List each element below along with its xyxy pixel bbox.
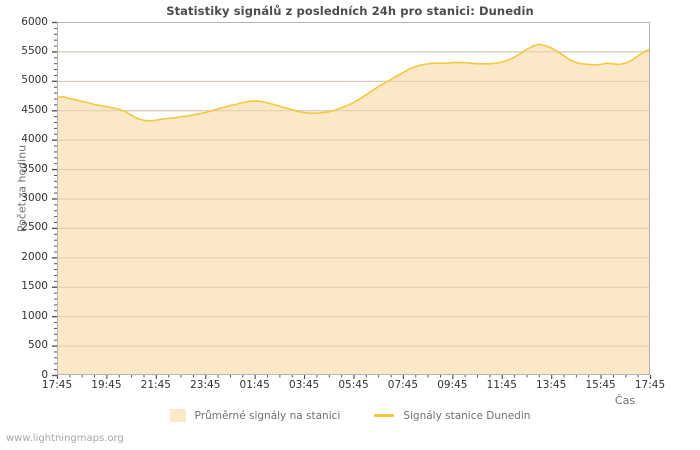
legend-label: Signály stanice Dunedin <box>403 409 531 422</box>
y-tick-label: 2500 <box>21 221 48 234</box>
y-tick-label: 1000 <box>21 309 48 322</box>
x-tick-label: 03:45 <box>288 379 320 391</box>
legend-item[interactable]: Signály stanice Dunedin <box>374 410 530 422</box>
legend-swatch-line-icon <box>374 414 395 417</box>
plot-frame <box>57 22 650 375</box>
y-tick-label: 5500 <box>21 44 48 57</box>
legend-item[interactable]: Průměrné signály na stanici <box>169 409 341 422</box>
x-tick-label: 21:45 <box>140 379 171 391</box>
x-tick-label: 13:45 <box>536 379 567 391</box>
y-tick-label: 0 <box>41 368 48 381</box>
line-series-dunedin <box>56 43 651 122</box>
x-tick-label: 01:45 <box>239 379 270 391</box>
chart-title: Statistiky signálů z posledních 24h pro … <box>166 4 534 18</box>
area-series-average <box>57 44 650 376</box>
x-tick-label: 05:45 <box>338 379 369 391</box>
y-tick-label: 3000 <box>21 192 48 204</box>
y-tick-label: 2000 <box>21 250 48 263</box>
x-tick-label: 23:45 <box>190 379 221 391</box>
x-tick-label: 09:45 <box>437 379 468 391</box>
x-tick-label: 15:45 <box>585 379 616 391</box>
y-tick-label: 1500 <box>21 280 48 293</box>
x-tick-label: 19:45 <box>91 379 122 391</box>
y-tick-label: 6000 <box>21 15 48 28</box>
y-tick-label: 5000 <box>21 74 48 87</box>
x-tick-label: 17:45 <box>41 379 73 391</box>
legend-label: Průměrné signály na stanici <box>194 409 341 422</box>
chart-legend: Průměrné signály na stanici Signály stani… <box>0 409 700 422</box>
x-tick-label: 11:45 <box>486 379 517 391</box>
x-tick-label: 07:45 <box>387 379 419 391</box>
legend-swatch-area-icon <box>169 409 186 422</box>
y-tick-label: 4000 <box>21 133 48 146</box>
y-tick-label: 4500 <box>21 103 48 116</box>
y-tick-label: 500 <box>27 339 48 352</box>
x-axis-label: Čas <box>614 394 636 407</box>
watermark-text: www.lightningmaps.org <box>6 433 124 444</box>
x-tick-label: 17:45 <box>634 379 666 391</box>
y-tick-label: 3500 <box>21 162 48 175</box>
